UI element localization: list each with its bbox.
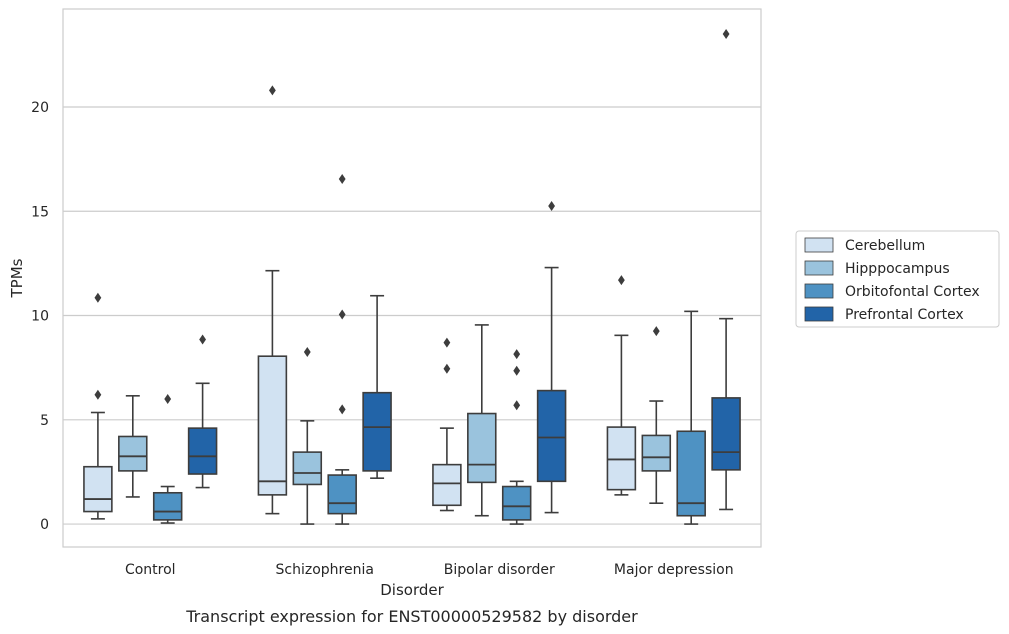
iqr-box	[676, 430, 706, 517]
outlier-point	[652, 326, 660, 337]
outlier-point	[548, 201, 555, 212]
iqr-box	[118, 435, 148, 472]
legend-label: Prefrontal Cortex	[845, 307, 964, 323]
outlier-point	[94, 389, 102, 400]
outlier-point	[443, 363, 451, 374]
y-tick-label: 5	[40, 413, 49, 429]
box-plot	[501, 349, 532, 525]
y-tick-label: 0	[40, 517, 49, 533]
box-plot	[292, 347, 323, 525]
box-plot	[118, 395, 148, 498]
legend-swatch	[804, 283, 834, 299]
iqr-box	[432, 463, 462, 507]
legend-swatch	[804, 260, 834, 276]
box-plot	[676, 310, 706, 525]
box-plot	[83, 292, 113, 520]
x-tick-label: Bipolar disorder	[444, 562, 555, 578]
outlier-point	[94, 292, 102, 303]
y-ticks: 0 5 10 15 20	[31, 100, 49, 533]
outlier-point	[338, 173, 346, 184]
box-plot	[257, 85, 288, 515]
box-plot	[536, 201, 567, 514]
gridlines	[63, 106, 761, 525]
x-tick-label: Schizophrenia	[276, 562, 374, 578]
iqr-box	[187, 427, 218, 475]
box-plot	[152, 393, 183, 524]
iqr-box	[152, 491, 183, 521]
legend-label: Hipppocampus	[845, 261, 950, 277]
outlier-point	[164, 393, 172, 404]
legend-swatch	[804, 237, 834, 253]
y-tick-label: 15	[31, 204, 49, 220]
box-plot	[432, 337, 462, 512]
x-tick-label: Control	[125, 562, 176, 578]
legend-frame	[795, 230, 1000, 328]
box-plot	[711, 29, 741, 511]
x-axis-label: Disorder	[380, 581, 444, 599]
legend-swatch	[804, 306, 834, 322]
outlier-point	[199, 334, 206, 345]
boxes	[83, 29, 741, 525]
outlier-point	[338, 404, 346, 415]
outlier-point	[338, 309, 346, 320]
box-plot	[362, 294, 392, 479]
chart-caption: Transcript expression for ENST0000052958…	[185, 607, 638, 626]
box-plot	[606, 275, 637, 496]
outlier-point	[618, 275, 625, 286]
iqr-box	[501, 485, 532, 521]
box-plot	[641, 326, 672, 505]
legend: Cerebellum Hipppocampus Orbitofontal Corte…	[795, 230, 1000, 328]
iqr-box	[641, 434, 672, 472]
outlier-point	[443, 337, 451, 348]
outlier-point	[269, 85, 276, 96]
legend-label: Cerebellum	[845, 238, 925, 254]
y-axis-label: TPMs	[8, 258, 26, 298]
iqr-box	[83, 465, 113, 513]
iqr-box	[536, 389, 567, 483]
legend-label: Orbitofontal Cortex	[845, 284, 980, 300]
box-plot	[187, 334, 218, 489]
iqr-box	[606, 426, 637, 491]
iqr-box	[711, 397, 741, 471]
outlier-point	[513, 349, 521, 360]
outlier-point	[513, 365, 521, 376]
y-tick-label: 10	[31, 309, 49, 325]
iqr-box	[257, 355, 288, 496]
box-plot	[467, 324, 497, 517]
x-ticks: Control Schizophrenia Bipolar disorder Majo…	[125, 562, 734, 578]
outlier-point	[513, 400, 521, 411]
iqr-box	[467, 412, 497, 484]
iqr-box	[292, 451, 323, 486]
iqr-box	[327, 474, 357, 515]
y-tick-label: 20	[31, 100, 49, 116]
outlier-point	[303, 347, 311, 358]
outlier-point	[722, 29, 730, 40]
x-tick-label: Major depression	[614, 562, 734, 578]
box-plot	[327, 173, 357, 525]
iqr-box	[362, 391, 392, 472]
